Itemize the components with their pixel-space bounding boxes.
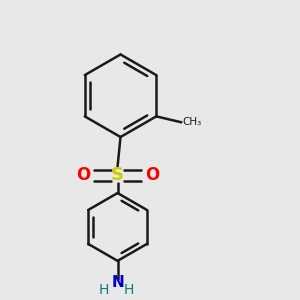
Text: O: O [145,166,160,184]
Text: H: H [124,283,134,297]
Text: O: O [76,166,90,184]
Text: H: H [99,283,110,297]
Text: CH₃: CH₃ [183,117,202,127]
Text: N: N [111,275,124,290]
Text: S: S [111,166,124,184]
